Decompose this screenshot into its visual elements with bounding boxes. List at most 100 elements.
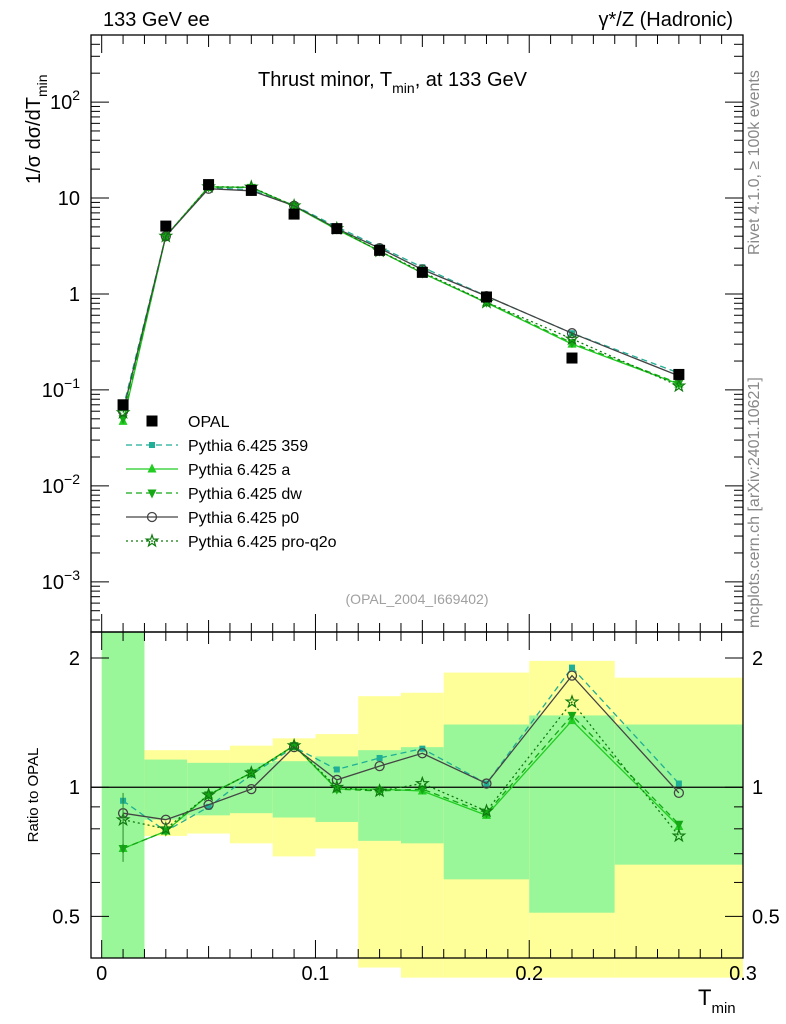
- ratio-point-s4-2: [201, 786, 217, 802]
- ratio-point-s3-4: [288, 741, 300, 753]
- ratio-point-s2-3: [246, 769, 256, 779]
- mcplots-label: mcplots.cern.ch [arXiv:2401.10621]: [746, 377, 763, 628]
- header-right: γ*/Z (Hadronic): [599, 9, 733, 31]
- opal-point-9: [566, 352, 578, 364]
- ratio-ytick-label-left-0: 0.5: [52, 906, 80, 928]
- main-point-s2-10: [674, 379, 684, 389]
- ratio-uncertainty-bands: [101, 632, 743, 978]
- ratio-point-s3-9: [566, 670, 578, 681]
- main-ytick-label-3: 1: [69, 284, 80, 306]
- ratio-point-s3-10: [673, 787, 685, 799]
- ratio-line-4: [122, 700, 680, 837]
- ratio-point-s3-8: [481, 778, 492, 789]
- ratio-point-s4-5: [329, 779, 345, 794]
- ratio-point-s0-10: [675, 780, 682, 787]
- opal-point-7: [416, 266, 428, 278]
- ratio-ytick-label-left-2: 2: [69, 648, 80, 670]
- ratio-point-s2-10: [674, 820, 684, 830]
- band-inner-10: [614, 724, 743, 865]
- ratio-point-s0-2: [205, 803, 212, 810]
- ratio-point-s4-1: [158, 820, 174, 836]
- ratio-series-group: [115, 664, 687, 862]
- header-left: 133 GeV ee: [103, 9, 210, 31]
- ratio-ytick-label-right-0: 0.5: [752, 906, 780, 928]
- legend: OPAL Pythia 6.425 359 Pythia 6.425 a Pythia…: [126, 414, 337, 551]
- legend-marker-3: [146, 511, 158, 523]
- analysis-watermark: (OPAL_2004_I669402): [346, 591, 489, 607]
- axis-ticks: 10−3 10−2 10−1 1 10 102 0.5 0.5 1 1 2 2 0 0.1 0.2 0.3: [42, 34, 780, 985]
- xtick-label-0: 0: [96, 963, 107, 985]
- ratio-point-s3-2: [203, 799, 214, 810]
- legend-label-4: Pythia 6.425 pro-q2o: [188, 534, 337, 551]
- opal-point-1: [160, 220, 172, 232]
- main-y-axis-label: 1/σ dσ/dTmin: [23, 74, 50, 184]
- ratio-frame: [90, 631, 744, 959]
- legend-label-1: Pythia 6.425 a: [188, 462, 290, 479]
- ratio-point-s3-7: [417, 748, 428, 759]
- legend-label-0: Pythia 6.425 359: [188, 438, 308, 455]
- x-axis-label: Tmin: [698, 985, 736, 1017]
- main-point-s4-0: [115, 404, 131, 420]
- main-line-4: [122, 186, 680, 413]
- main-ytick-label-4: 10: [58, 188, 80, 210]
- legend-marker-0: [149, 442, 155, 448]
- ratio-ytick-label-right-1: 1: [752, 777, 763, 799]
- opal-point-10: [673, 368, 685, 380]
- legend-label-3: Pythia 6.425 p0: [188, 510, 299, 527]
- main-point-s3-9: [566, 328, 578, 339]
- band-inner-4: [272, 761, 316, 818]
- main-ytick-label-0: 10−3: [42, 567, 80, 594]
- main-line-0: [122, 187, 680, 409]
- main-ytick-label-2: 10−1: [42, 375, 80, 402]
- band-inner-7: [400, 747, 444, 844]
- main-point-s4-1: [158, 228, 174, 243]
- xtick-label-2: 0.2: [515, 963, 543, 985]
- ratio-point-s4-8: [479, 803, 494, 818]
- band-inner-1: [144, 759, 188, 820]
- main-line-3: [122, 188, 680, 412]
- ratio-ytick-label-right-2: 2: [752, 648, 763, 670]
- opal-point-0: [117, 399, 129, 411]
- ratio-point-s4-6: [372, 783, 388, 798]
- ratio-ytick-label-left-1: 1: [69, 777, 80, 799]
- ratio-point-s2-9: [567, 711, 577, 721]
- ratio-point-s4-3: [243, 765, 259, 780]
- ratio-point-s0-9: [568, 664, 575, 671]
- ratio-point-s4-9: [564, 694, 580, 709]
- main-line-1: [122, 186, 680, 422]
- main-plot-title: Thrust minor, Tmin, at 133 GeV: [258, 69, 528, 96]
- legend-marker-2: [147, 489, 157, 499]
- main-point-s4-9: [564, 331, 580, 346]
- legend-marker-opal: [146, 415, 158, 427]
- ratio-point-s0-5: [333, 766, 340, 773]
- ratio-point-s3-3: [246, 783, 257, 795]
- opal-point-8: [480, 291, 492, 303]
- main-ytick-label-1: 10−2: [42, 471, 80, 498]
- legend-marker-4: [144, 533, 160, 548]
- main-point-s4-4: [286, 197, 302, 213]
- legend-label-2: Pythia 6.425 dw: [188, 486, 302, 503]
- ratio-point-s4-7: [414, 775, 430, 790]
- ratio-point-s4-10: [671, 828, 687, 843]
- band-inner-9: [529, 715, 615, 913]
- main-line-2: [122, 186, 680, 419]
- main-ytick-label-5: 102: [50, 87, 80, 114]
- ratio-point-s0-6: [376, 754, 383, 761]
- main-series-group: [115, 178, 687, 425]
- plot-frames: [90, 34, 744, 959]
- opal-point-6: [374, 244, 386, 256]
- xtick-label-3: 0.3: [729, 963, 757, 985]
- legend-marker-1: [147, 463, 157, 473]
- xtick-label-1: 0.1: [302, 963, 330, 985]
- opal-point-3: [245, 184, 257, 196]
- opal-point-4: [288, 208, 300, 220]
- legend-label-opal: OPAL: [188, 414, 230, 431]
- main-point-s2-0: [118, 415, 128, 425]
- main-point-s4-10: [671, 378, 687, 393]
- ratio-point-s2-6: [375, 787, 385, 797]
- ratio-point-s3-5: [331, 774, 342, 786]
- ratio-y-axis-label: Ratio to OPAL: [25, 748, 42, 843]
- ratio-point-s4-4: [286, 737, 302, 752]
- opal-point-2: [203, 179, 215, 191]
